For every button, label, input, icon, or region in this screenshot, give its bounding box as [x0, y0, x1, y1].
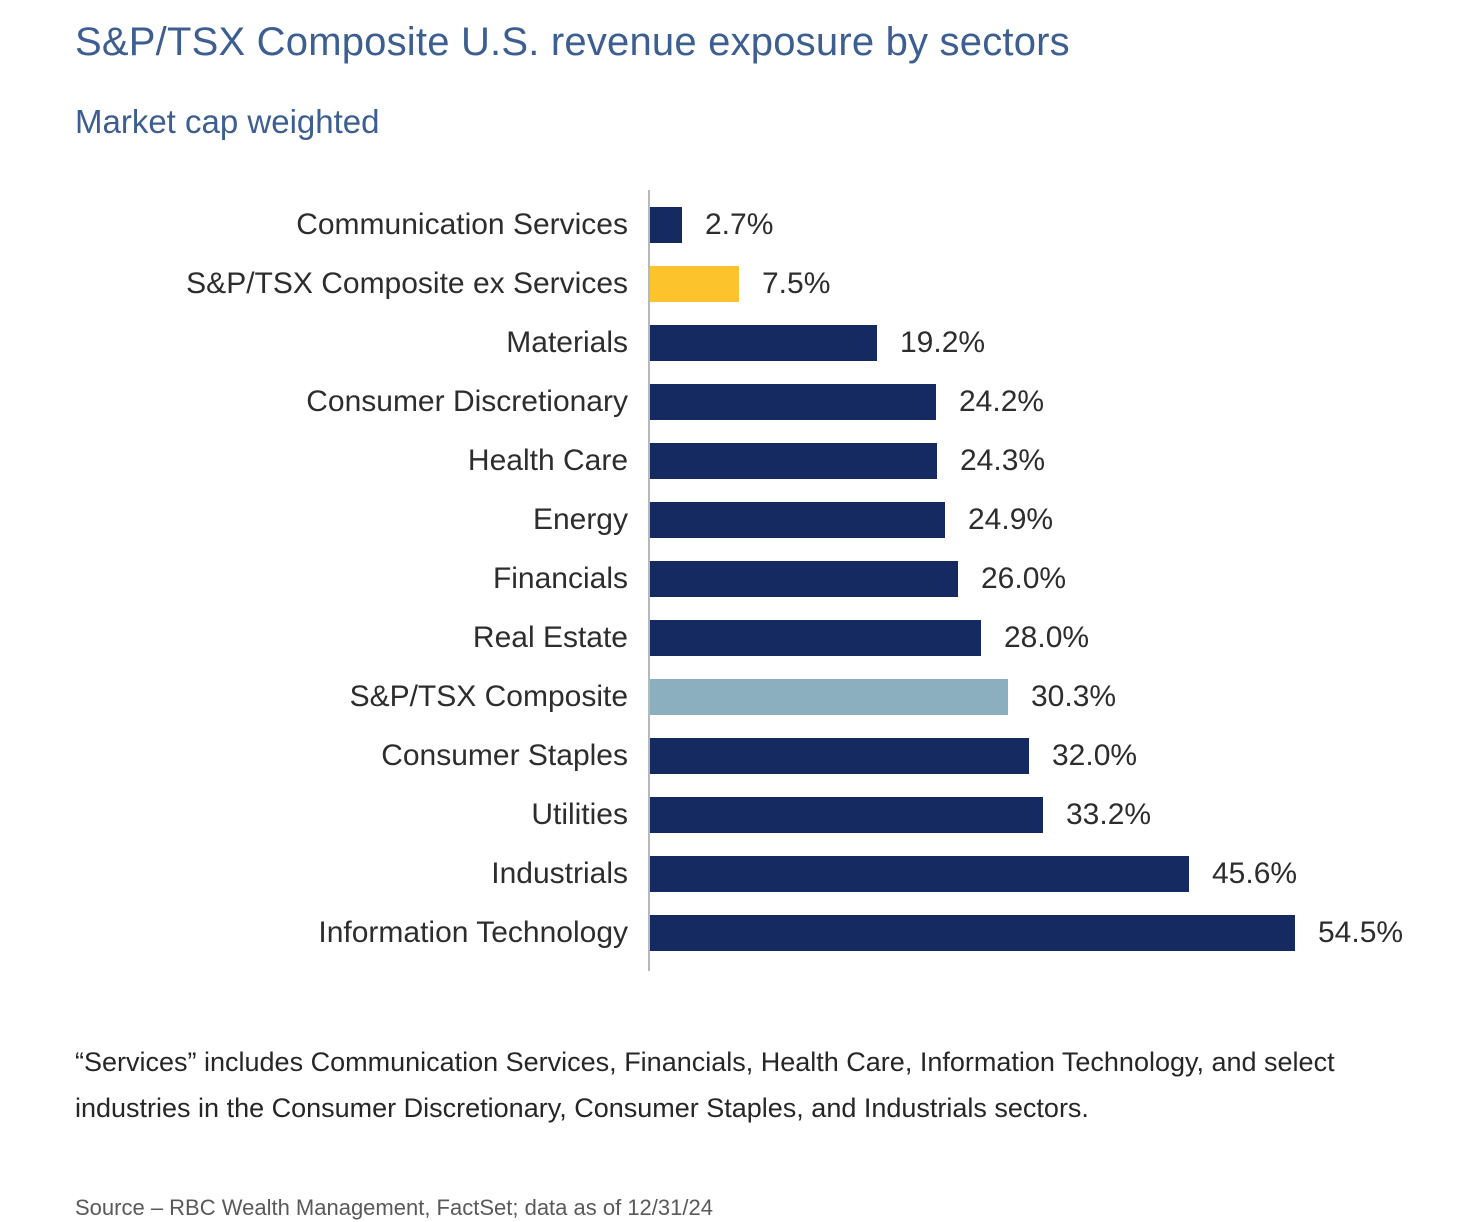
chart-row: Consumer Discretionary 24.2% [75, 373, 1438, 432]
category-label: Health Care [467, 444, 628, 478]
bar [650, 797, 1043, 834]
bar [650, 207, 682, 244]
bar [650, 443, 937, 480]
category-label: Energy [532, 503, 628, 537]
chart-row: Energy 24.9% [75, 491, 1438, 550]
value-label: 24.9% [968, 503, 1054, 537]
category-label: Utilities [531, 798, 628, 832]
category-label: Materials [506, 326, 628, 360]
value-label: 24.3% [960, 444, 1046, 478]
bar [650, 620, 981, 657]
value-label: 30.3% [1031, 680, 1117, 714]
chart-rows: Communication Services 2.7% S&P/TSX Compos… [75, 189, 1438, 971]
bar [650, 266, 739, 303]
category-label: S&P/TSX Composite ex Services [186, 267, 628, 301]
category-label: Industrials [491, 857, 628, 891]
chart-row: Financials 26.0% [75, 550, 1438, 609]
chart-row: Consumer Staples 32.0% [75, 727, 1438, 786]
bar [650, 325, 877, 362]
chart-row: Utilities 33.2% [75, 786, 1438, 845]
chart-row: S&P/TSX Composite ex Services 7.5% [75, 255, 1438, 314]
plot-cell: 19.2% [648, 314, 1438, 373]
plot-cell: 28.0% [648, 609, 1438, 668]
plot-cell: 24.9% [648, 491, 1438, 550]
chart-row: Health Care 24.3% [75, 432, 1438, 491]
category-label: Financials [492, 562, 628, 596]
value-label: 2.7% [705, 208, 774, 242]
value-label: 7.5% [762, 267, 831, 301]
category-label: Consumer Discretionary [306, 385, 628, 419]
value-label: 54.5% [1318, 916, 1404, 950]
bar [650, 679, 1008, 716]
chart-row: Information Technology 54.5% [75, 904, 1438, 963]
category-label: Consumer Staples [381, 739, 628, 773]
bar [650, 502, 945, 539]
category-label: Communication Services [296, 208, 628, 242]
value-label: 28.0% [1004, 621, 1090, 655]
plot-cell: 33.2% [648, 786, 1438, 845]
category-label: Real Estate [472, 621, 628, 655]
category-label: Information Technology [318, 916, 628, 950]
source-line: Source – RBC Wealth Management, FactSet;… [75, 1195, 713, 1221]
value-label: 45.6% [1212, 857, 1298, 891]
chart-title: S&P/TSX Composite U.S. revenue exposure … [75, 20, 1070, 64]
plot-cell: 2.7% [648, 196, 1438, 255]
bar [650, 738, 1029, 775]
value-label: 33.2% [1066, 798, 1152, 832]
plot-cell: 26.0% [648, 550, 1438, 609]
plot-cell: 30.3% [648, 668, 1438, 727]
plot-cell: 24.2% [648, 373, 1438, 432]
chart-row: Communication Services 2.7% [75, 196, 1438, 255]
plot-cell: 54.5% [648, 904, 1438, 963]
chart-row: Real Estate 28.0% [75, 609, 1438, 668]
category-label: S&P/TSX Composite [349, 680, 628, 714]
chart-row: S&P/TSX Composite 30.3% [75, 668, 1438, 727]
bar [650, 856, 1189, 893]
bar [650, 915, 1295, 952]
bar [650, 384, 936, 421]
plot-cell: 24.3% [648, 432, 1438, 491]
plot-cell: 7.5% [648, 255, 1438, 314]
bar [650, 561, 958, 598]
value-label: 26.0% [981, 562, 1067, 596]
chart-subtitle: Market cap weighted [75, 103, 380, 140]
chart-row: Industrials 45.6% [75, 845, 1438, 904]
bar-chart: Communication Services 2.7% S&P/TSX Compos… [75, 189, 1438, 971]
footnote: “Services” includes Communication Servic… [75, 1046, 1335, 1124]
value-label: 19.2% [900, 326, 986, 360]
plot-cell: 32.0% [648, 727, 1438, 786]
value-label: 24.2% [959, 385, 1045, 419]
y-axis-line [648, 189, 650, 971]
value-label: 32.0% [1052, 739, 1138, 773]
plot-cell: 45.6% [648, 845, 1438, 904]
chart-row: Materials 19.2% [75, 314, 1438, 373]
